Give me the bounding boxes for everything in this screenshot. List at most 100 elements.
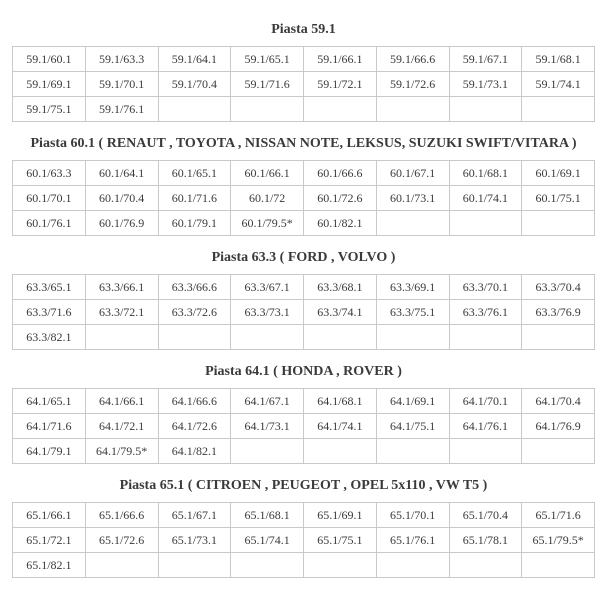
table-cell: 64.1/70.4 [522, 389, 595, 414]
table-cell: 63.3/76.1 [449, 300, 522, 325]
table-cell: 65.1/76.1 [376, 528, 449, 553]
table-cell: 60.1/79.5* [231, 211, 304, 236]
table-cell [522, 325, 595, 350]
table-cell: 65.1/75.1 [304, 528, 377, 553]
table-cell: 63.3/66.6 [158, 275, 231, 300]
table-row: 59.1/60.159.1/63.359.1/64.159.1/65.159.1… [13, 47, 595, 72]
table-cell: 65.1/70.1 [376, 503, 449, 528]
table-cell: 59.1/74.1 [522, 72, 595, 97]
table-cell [376, 325, 449, 350]
data-table: 60.1/63.360.1/64.160.1/65.160.1/66.160.1… [12, 160, 595, 236]
table-cell: 65.1/74.1 [231, 528, 304, 553]
table-cell: 64.1/65.1 [13, 389, 86, 414]
table-cell: 59.1/66.6 [376, 47, 449, 72]
table-row: 63.3/71.663.3/72.163.3/72.663.3/73.1 63.3… [13, 300, 595, 325]
table-cell [522, 553, 595, 578]
table-cell: 60.1/82.1 [304, 211, 377, 236]
table-cell [376, 211, 449, 236]
table-cell: 65.1/72.1 [13, 528, 86, 553]
table-cell [231, 439, 304, 464]
table-cell: 60.1/72.6 [304, 186, 377, 211]
table-cell: 59.1/72.6 [376, 72, 449, 97]
table-cell: 65.1/79.5* [522, 528, 595, 553]
table-cell: 59.1/70.4 [158, 72, 231, 97]
table-row: 60.1/76.160.1/76.960.1/79.160.1/79.5*60.… [13, 211, 595, 236]
table-cell [231, 553, 304, 578]
table-cell: 59.1/75.1 [13, 97, 86, 122]
table-cell: 59.1/71.6 [231, 72, 304, 97]
table-cell: 60.1/72 [231, 186, 304, 211]
table-cell: 60.1/64.1 [85, 161, 158, 186]
table-cell: 63.3/82.1 [13, 325, 86, 350]
table-cell: 65.1/82.1 [13, 553, 86, 578]
table-cell: 64.1/75.1 [376, 414, 449, 439]
table-cell: 60.1/68.1 [449, 161, 522, 186]
table-cell [522, 97, 595, 122]
document-body: Piasta 59.1 59.1/60.159.1/63.359.1/64.159… [12, 22, 595, 578]
table-cell: 64.1/66.6 [158, 389, 231, 414]
table-cell [158, 325, 231, 350]
table-cell: 63.3/71.6 [13, 300, 86, 325]
table-cell: 63.3/73.1 [231, 300, 304, 325]
table-row: 59.1/75.159.1/76.1 [13, 97, 595, 122]
table-cell: 64.1/72.6 [158, 414, 231, 439]
table-cell: 63.3/67.1 [231, 275, 304, 300]
table-row: 65.1/82.1 [13, 553, 595, 578]
table-cell: 63.3/68.1 [304, 275, 377, 300]
table-row: 59.1/69.159.1/70.159.1/70.459.1/71.659.1… [13, 72, 595, 97]
table-cell [231, 325, 304, 350]
table-cell: 59.1/73.1 [449, 72, 522, 97]
table-cell [449, 211, 522, 236]
table-row: 64.1/79.164.1/79.5*64.1/82.1 [13, 439, 595, 464]
table-cell: 63.3/69.1 [376, 275, 449, 300]
table-row: 65.1/72.165.1/72.665.1/73.165.1/74.165.1… [13, 528, 595, 553]
table-cell: 63.3/72.1 [85, 300, 158, 325]
table-cell [85, 553, 158, 578]
table-cell: 64.1/71.6 [13, 414, 86, 439]
table-cell [376, 439, 449, 464]
table-cell: 60.1/67.1 [376, 161, 449, 186]
data-table: 65.1/66.165.1/66.665.1/67.165.1/68.165.1… [12, 502, 595, 578]
table-cell [304, 439, 377, 464]
table-cell: 60.1/71.6 [158, 186, 231, 211]
table-cell: 60.1/66.1 [231, 161, 304, 186]
table-cell: 64.1/79.1 [13, 439, 86, 464]
table-cell: 64.1/76.9 [522, 414, 595, 439]
table-row: 64.1/71.664.1/72.164.1/72.664.1/73.164.1… [13, 414, 595, 439]
table-row: 65.1/66.165.1/66.665.1/67.165.1/68.165.1… [13, 503, 595, 528]
section-title: Piasta 65.1 ( CITROEN , PEUGEOT , OPEL 5… [12, 478, 595, 494]
table-cell: 60.1/70.4 [85, 186, 158, 211]
table-cell: 65.1/70.4 [449, 503, 522, 528]
table-cell [449, 439, 522, 464]
table-cell: 60.1/69.1 [522, 161, 595, 186]
data-table: 59.1/60.159.1/63.359.1/64.159.1/65.159.1… [12, 46, 595, 122]
table-cell: 64.1/73.1 [231, 414, 304, 439]
section-title: Piasta 60.1 ( RENAUT , TOYOTA , NISSAN N… [12, 136, 595, 152]
table-cell: 60.1/73.1 [376, 186, 449, 211]
table-cell: 65.1/68.1 [231, 503, 304, 528]
table-cell: 63.3/66.1 [85, 275, 158, 300]
data-table: 64.1/65.164.1/66.164.1/66.664.1/67.164.1… [12, 388, 595, 464]
table-cell: 64.1/74.1 [304, 414, 377, 439]
data-table: 63.3/65.163.3/66.163.3/66.663.3/67.163.3… [12, 274, 595, 350]
table-cell: 59.1/65.1 [231, 47, 304, 72]
table-cell: 65.1/67.1 [158, 503, 231, 528]
section-title: Piasta 59.1 [12, 22, 595, 38]
table-row: 60.1/63.360.1/64.160.1/65.160.1/66.160.1… [13, 161, 595, 186]
table-row: 63.3/65.163.3/66.163.3/66.663.3/67.163.3… [13, 275, 595, 300]
table-cell: 65.1/69.1 [304, 503, 377, 528]
table-cell: 60.1/70.1 [13, 186, 86, 211]
table-cell: 59.1/67.1 [449, 47, 522, 72]
table-cell: 59.1/63.3 [85, 47, 158, 72]
table-cell [158, 553, 231, 578]
table-cell: 64.1/72.1 [85, 414, 158, 439]
table-cell [304, 553, 377, 578]
table-row: 63.3/82.1 [13, 325, 595, 350]
table-cell: 64.1/66.1 [85, 389, 158, 414]
table-row: 64.1/65.164.1/66.164.1/66.664.1/67.164.1… [13, 389, 595, 414]
table-cell: 63.3/70.1 [449, 275, 522, 300]
table-cell: 60.1/63.3 [13, 161, 86, 186]
table-cell [231, 97, 304, 122]
table-cell: 64.1/76.1 [449, 414, 522, 439]
table-cell: 63.3/72.6 [158, 300, 231, 325]
